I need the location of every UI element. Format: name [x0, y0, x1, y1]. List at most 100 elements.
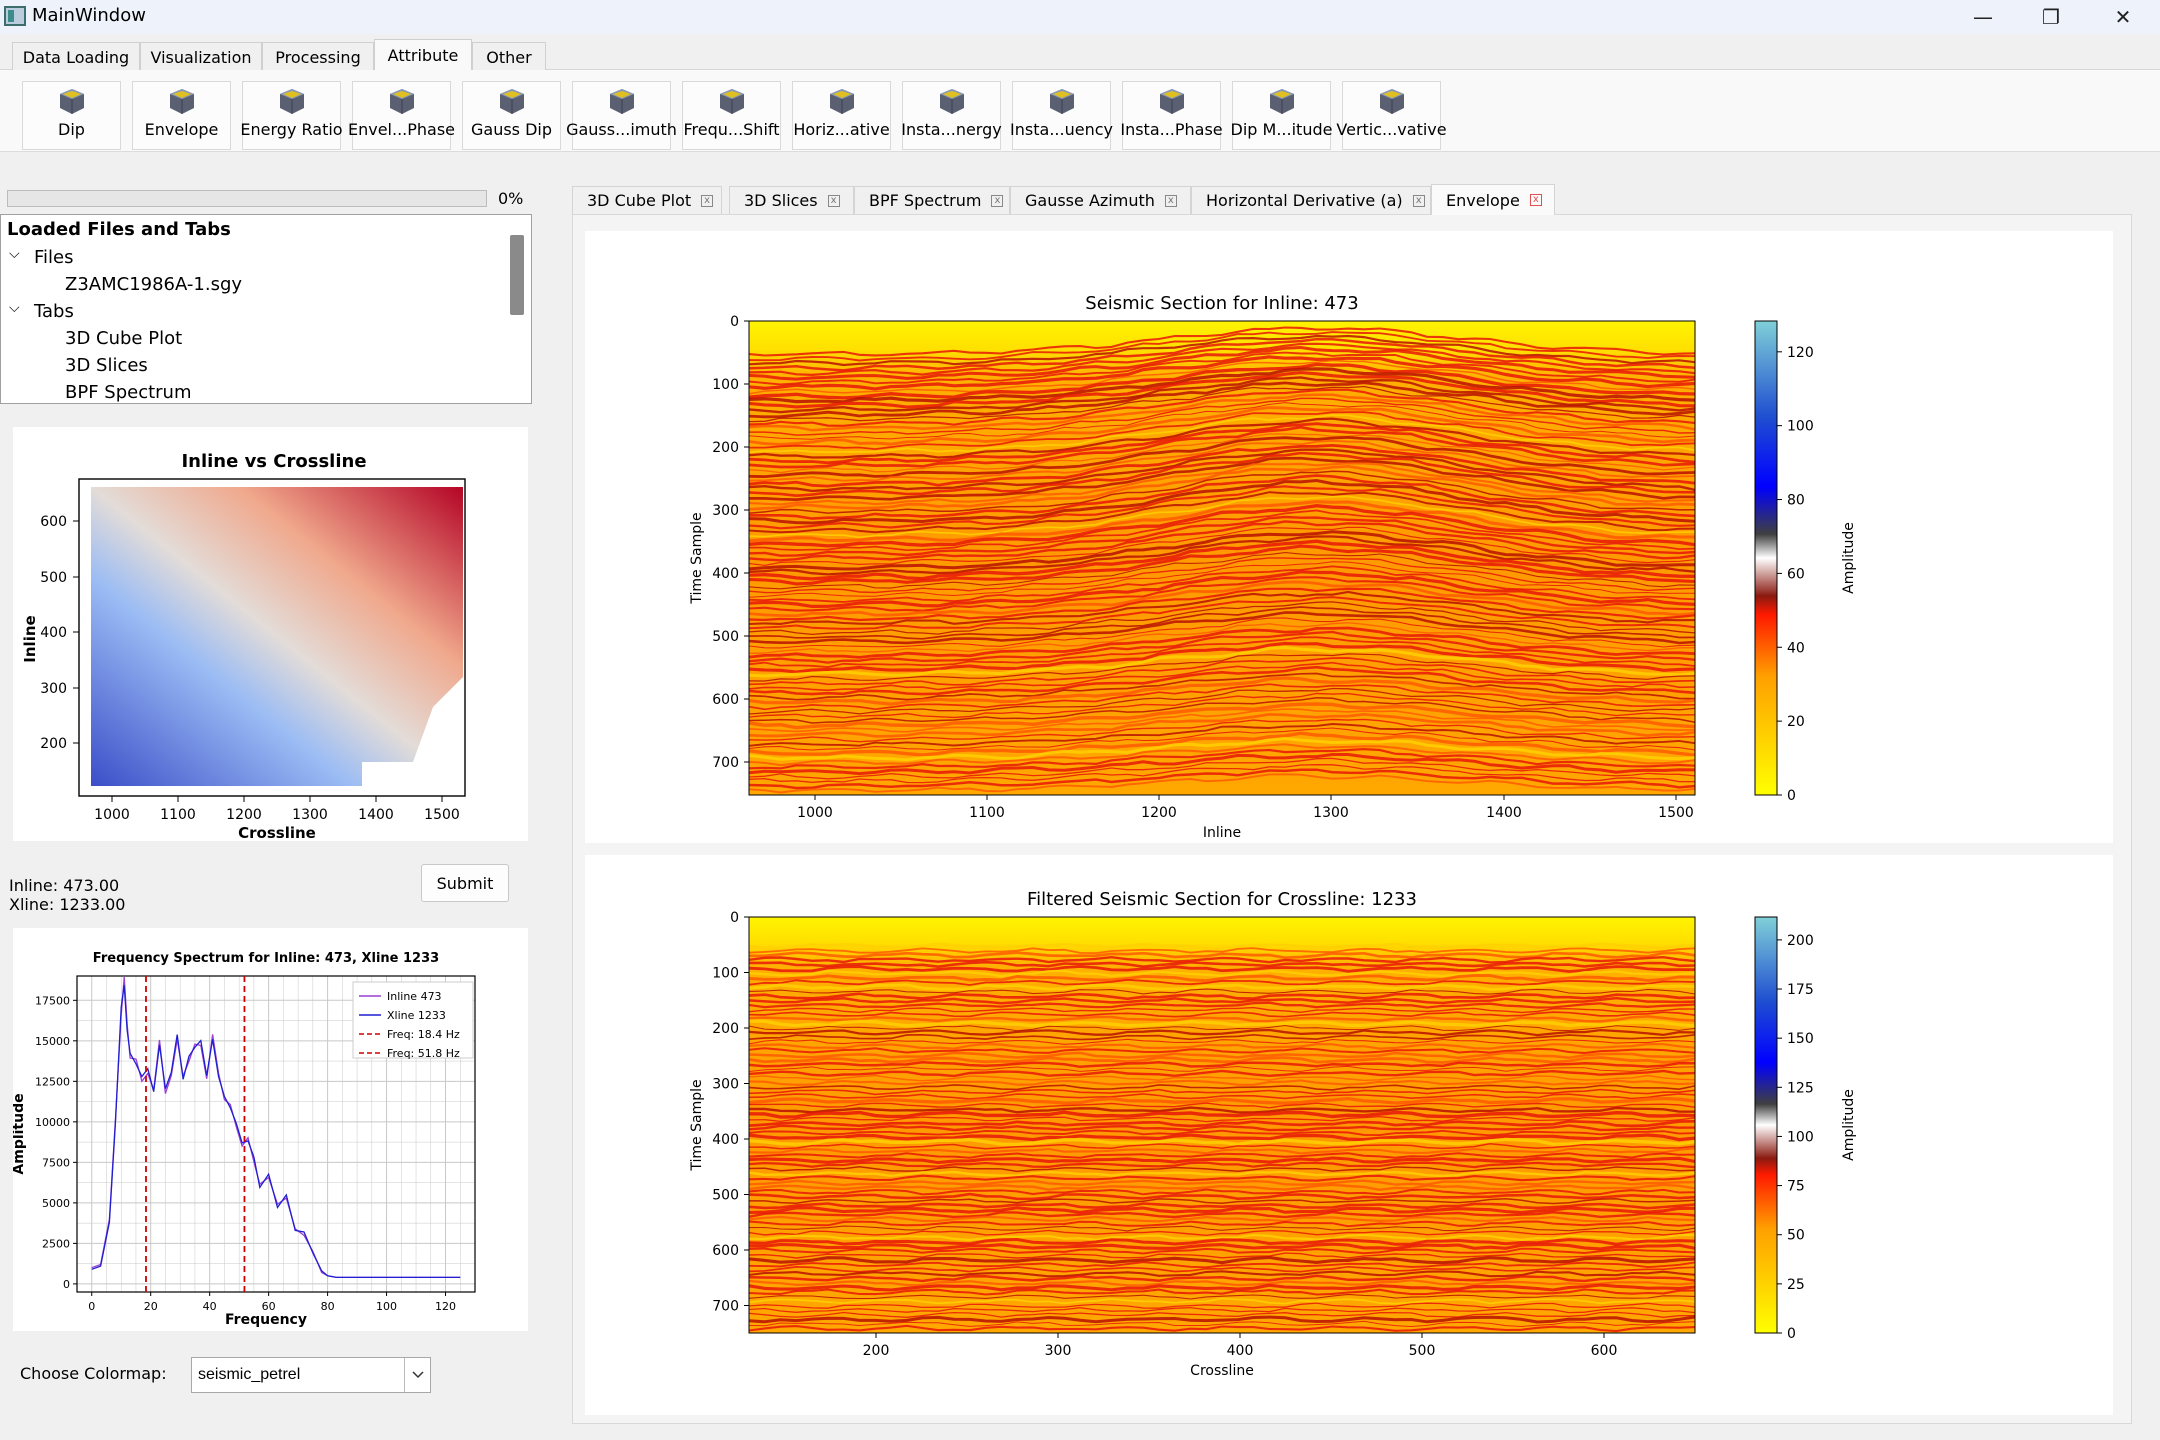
tree-file-item[interactable]: Z3AMC1986A-1.sgy — [65, 274, 243, 295]
xline-readout: Xline: 1233.00 — [9, 895, 126, 914]
x-axis-label: Frequency — [225, 1312, 307, 1328]
close-icon[interactable]: x — [991, 194, 1004, 207]
x-tick-label: 60 — [262, 1300, 276, 1313]
tool-label: Vertic...vative — [1336, 120, 1447, 139]
y-tick-label: 7500 — [42, 1156, 70, 1169]
progress-bar — [7, 190, 487, 207]
tool-button-6[interactable]: Gauss...imuth — [566, 81, 677, 150]
x-axis-label: Crossline — [238, 824, 316, 841]
x-tick-label: 600 — [1591, 1343, 1618, 1359]
legend-entry: Freq: 18.4 Hz — [387, 1028, 460, 1041]
tool-label: Dip — [58, 120, 85, 139]
plot-tab-label: BPF Spectrum — [869, 191, 982, 210]
tree-header: Loaded Files and Tabs — [7, 219, 231, 240]
y-tick-label: 100 — [712, 377, 739, 393]
tree-tab-item[interactable]: 3D Cube Plot — [65, 328, 183, 349]
plot-tab-2[interactable]: 3D Slices x — [729, 186, 854, 214]
tool-button-10[interactable]: Insta...uency — [1010, 81, 1113, 150]
tab-attribute[interactable]: Attribute — [374, 39, 472, 71]
x-tick-label: 1500 — [1658, 805, 1694, 821]
tool-label: Gauss Dip — [470, 120, 553, 139]
tool-button-2[interactable]: Envelope — [132, 81, 231, 150]
tool-button-12[interactable]: Dip M...itude — [1230, 81, 1333, 150]
chart-title: Inline vs Crossline — [181, 451, 366, 472]
tool-button-11[interactable]: Insta...Phase — [1120, 81, 1223, 150]
tree-node-tabs[interactable]: Tabs — [34, 301, 74, 322]
x-tick-label: 1000 — [94, 807, 130, 823]
tool-label: Horiz...ative — [793, 120, 890, 139]
tool-label: Dip M...itude — [1230, 120, 1333, 139]
window-title: MainWindow — [32, 5, 146, 26]
cube-icon — [279, 89, 304, 114]
y-axis-label: Time Sample — [689, 1079, 705, 1171]
tool-button-3[interactable]: Energy Ratio — [240, 81, 343, 150]
x-tick-label: 1300 — [1313, 805, 1349, 821]
colorbar-tick-label: 80 — [1787, 493, 1805, 509]
plot-tab-4[interactable]: Gausse Azimuth x — [1010, 186, 1191, 214]
tree-tab-item[interactable]: BPF Spectrum — [65, 382, 192, 403]
cube-icon — [829, 89, 854, 114]
close-icon[interactable]: x — [1529, 194, 1542, 206]
tab-other[interactable]: Other — [472, 42, 546, 71]
close-window-button[interactable]: ✕ — [2114, 5, 2132, 29]
progress-label: 0% — [498, 189, 524, 208]
colorbar-tick-label: 75 — [1787, 1179, 1805, 1195]
tool-button-7[interactable]: Frequ...Shift — [682, 81, 781, 150]
colorbar — [1754, 320, 1778, 796]
x-tick-label: 1100 — [969, 805, 1005, 821]
tool-button-4[interactable]: Envel...Phase — [348, 81, 455, 150]
x-tick-label: 400 — [1227, 1343, 1254, 1359]
cube-icon — [1269, 89, 1294, 114]
minimize-button[interactable]: — — [1973, 5, 1993, 29]
y-tick-label: 0 — [63, 1278, 70, 1291]
plot-tab-6[interactable]: Envelope x — [1431, 184, 1555, 215]
plot-tab-label: Gausse Azimuth — [1025, 191, 1155, 210]
section-title: Seismic Section for Inline: 473 — [1085, 293, 1358, 314]
plot-tab-1[interactable]: 3D Cube Plot x — [572, 186, 722, 214]
y-tick-label: 200 — [40, 736, 67, 752]
cube-icon — [1159, 89, 1184, 114]
y-tick-label: 5000 — [42, 1197, 70, 1210]
tool-button-5[interactable]: Gauss Dip — [462, 81, 561, 150]
close-icon[interactable]: x — [1164, 194, 1177, 207]
frequency-spectrum-panel: Frequency Spectrum for Inline: 473, Xlin… — [11, 928, 528, 1331]
plot-tab-5[interactable]: Horizontal Derivative (a) x — [1191, 186, 1431, 214]
title-bar: MainWindow — ❐ ✕ — [0, 0, 2160, 34]
tree-node-files[interactable]: Files — [34, 247, 74, 268]
tab-data-loading[interactable]: Data Loading — [12, 42, 140, 71]
tool-button-1[interactable]: Dip — [22, 81, 121, 150]
y-tick-label: 600 — [712, 1243, 739, 1259]
tool-label: Frequ...Shift — [683, 120, 780, 139]
tool-button-9[interactable]: Insta...nergy — [901, 81, 1002, 150]
y-axis-label: Inline — [21, 615, 39, 662]
chevron-down-icon[interactable] — [404, 1358, 431, 1392]
y-tick-label: 500 — [712, 629, 739, 645]
y-tick-label: 500 — [712, 1188, 739, 1204]
close-icon[interactable]: x — [827, 194, 840, 207]
x-tick-label: 1200 — [1141, 805, 1177, 821]
colorbar-tick-label: 125 — [1787, 1080, 1814, 1096]
section-title: Filtered Seismic Section for Crossline: … — [1027, 889, 1417, 910]
tree-scrollbar[interactable] — [510, 235, 524, 315]
y-tick-label: 12500 — [35, 1075, 70, 1088]
colormap-label: Choose Colormap: — [20, 1364, 167, 1383]
y-tick-label: 17500 — [35, 994, 70, 1007]
plot-tab-3[interactable]: BPF Spectrum x — [854, 186, 1010, 214]
chevron-down-icon[interactable]: ⌵ — [9, 300, 20, 316]
colormap-select[interactable]: seismic_petrel — [191, 1357, 431, 1393]
tab-processing[interactable]: Processing — [262, 42, 374, 71]
close-icon[interactable]: x — [1412, 194, 1425, 207]
close-icon[interactable]: x — [701, 194, 714, 207]
y-tick-label: 0 — [730, 910, 739, 926]
submit-button[interactable]: Submit — [421, 864, 509, 902]
tab-visualization[interactable]: Visualization — [140, 42, 262, 71]
tool-button-13[interactable]: Vertic...vative — [1336, 81, 1447, 150]
tree-tab-item[interactable]: 3D Slices — [65, 355, 148, 376]
y-tick-label: 600 — [40, 514, 67, 530]
y-tick-label: 700 — [712, 755, 739, 771]
y-tick-label: 300 — [40, 681, 67, 697]
colorbar-tick-label: 100 — [1787, 1129, 1814, 1145]
tool-button-8[interactable]: Horiz...ative — [792, 81, 891, 150]
restore-button[interactable]: ❐ — [2042, 5, 2060, 29]
chevron-down-icon[interactable]: ⌵ — [9, 246, 20, 262]
